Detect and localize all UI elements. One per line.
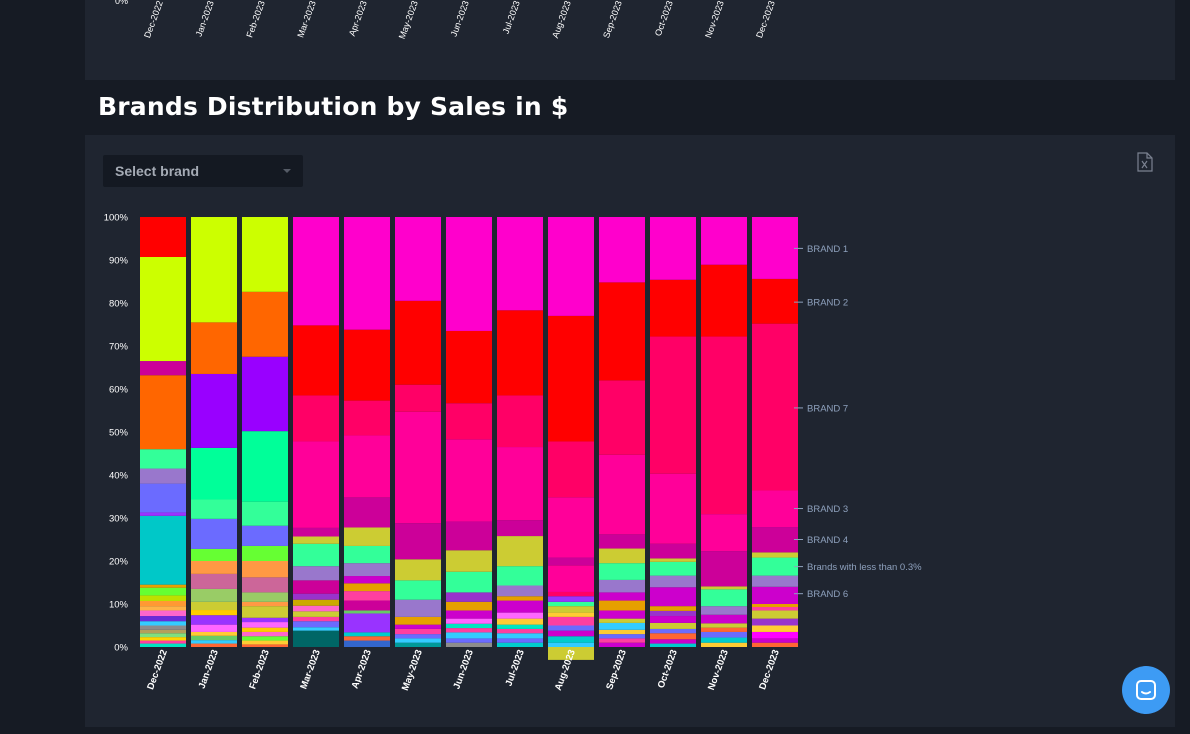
top-x-tick-label: Aug-2023 (550, 0, 573, 39)
brand-select-placeholder: Select brand (115, 163, 200, 179)
top-x-tick-label: Jul-2023 (501, 0, 522, 35)
top-x-tick-label: Feb-2023 (244, 0, 267, 39)
top-x-tick-label: Apr-2023 (347, 0, 369, 37)
chat-button[interactable] (1122, 666, 1170, 714)
top-x-tick-label: Dec-2022 (142, 0, 165, 39)
top-x-tick-label: Mar-2023 (295, 0, 318, 39)
top-x-tick-label: Sep-2023 (601, 0, 624, 39)
chat-icon (1136, 680, 1156, 700)
top-y-tick-label: 0% (115, 0, 128, 6)
previous-chart: 0% Dec-2022 Jan-2023 Feb-2023 Mar-2023 Apr-20… (115, 0, 777, 40)
chart-panel (85, 135, 1175, 727)
top-x-tick-label: Nov-2023 (703, 0, 726, 39)
previous-chart-panel: 0% Dec-2022 Jan-2023 Feb-2023 Mar-2023 Apr-20… (85, 0, 1175, 80)
excel-export-icon[interactable] (1134, 151, 1156, 173)
top-x-tick-label: Jun-2023 (449, 0, 471, 38)
section-title: Brands Distribution by Sales in $ (98, 92, 569, 121)
top-x-tick-label: Oct-2023 (653, 0, 675, 37)
chevron-down-icon (283, 169, 291, 173)
brand-select[interactable]: Select brand (103, 155, 303, 187)
top-x-tick-label: May-2023 (397, 0, 420, 40)
top-x-tick-label: Dec-2023 (754, 0, 777, 39)
top-x-tick-label: Jan-2023 (194, 0, 216, 38)
